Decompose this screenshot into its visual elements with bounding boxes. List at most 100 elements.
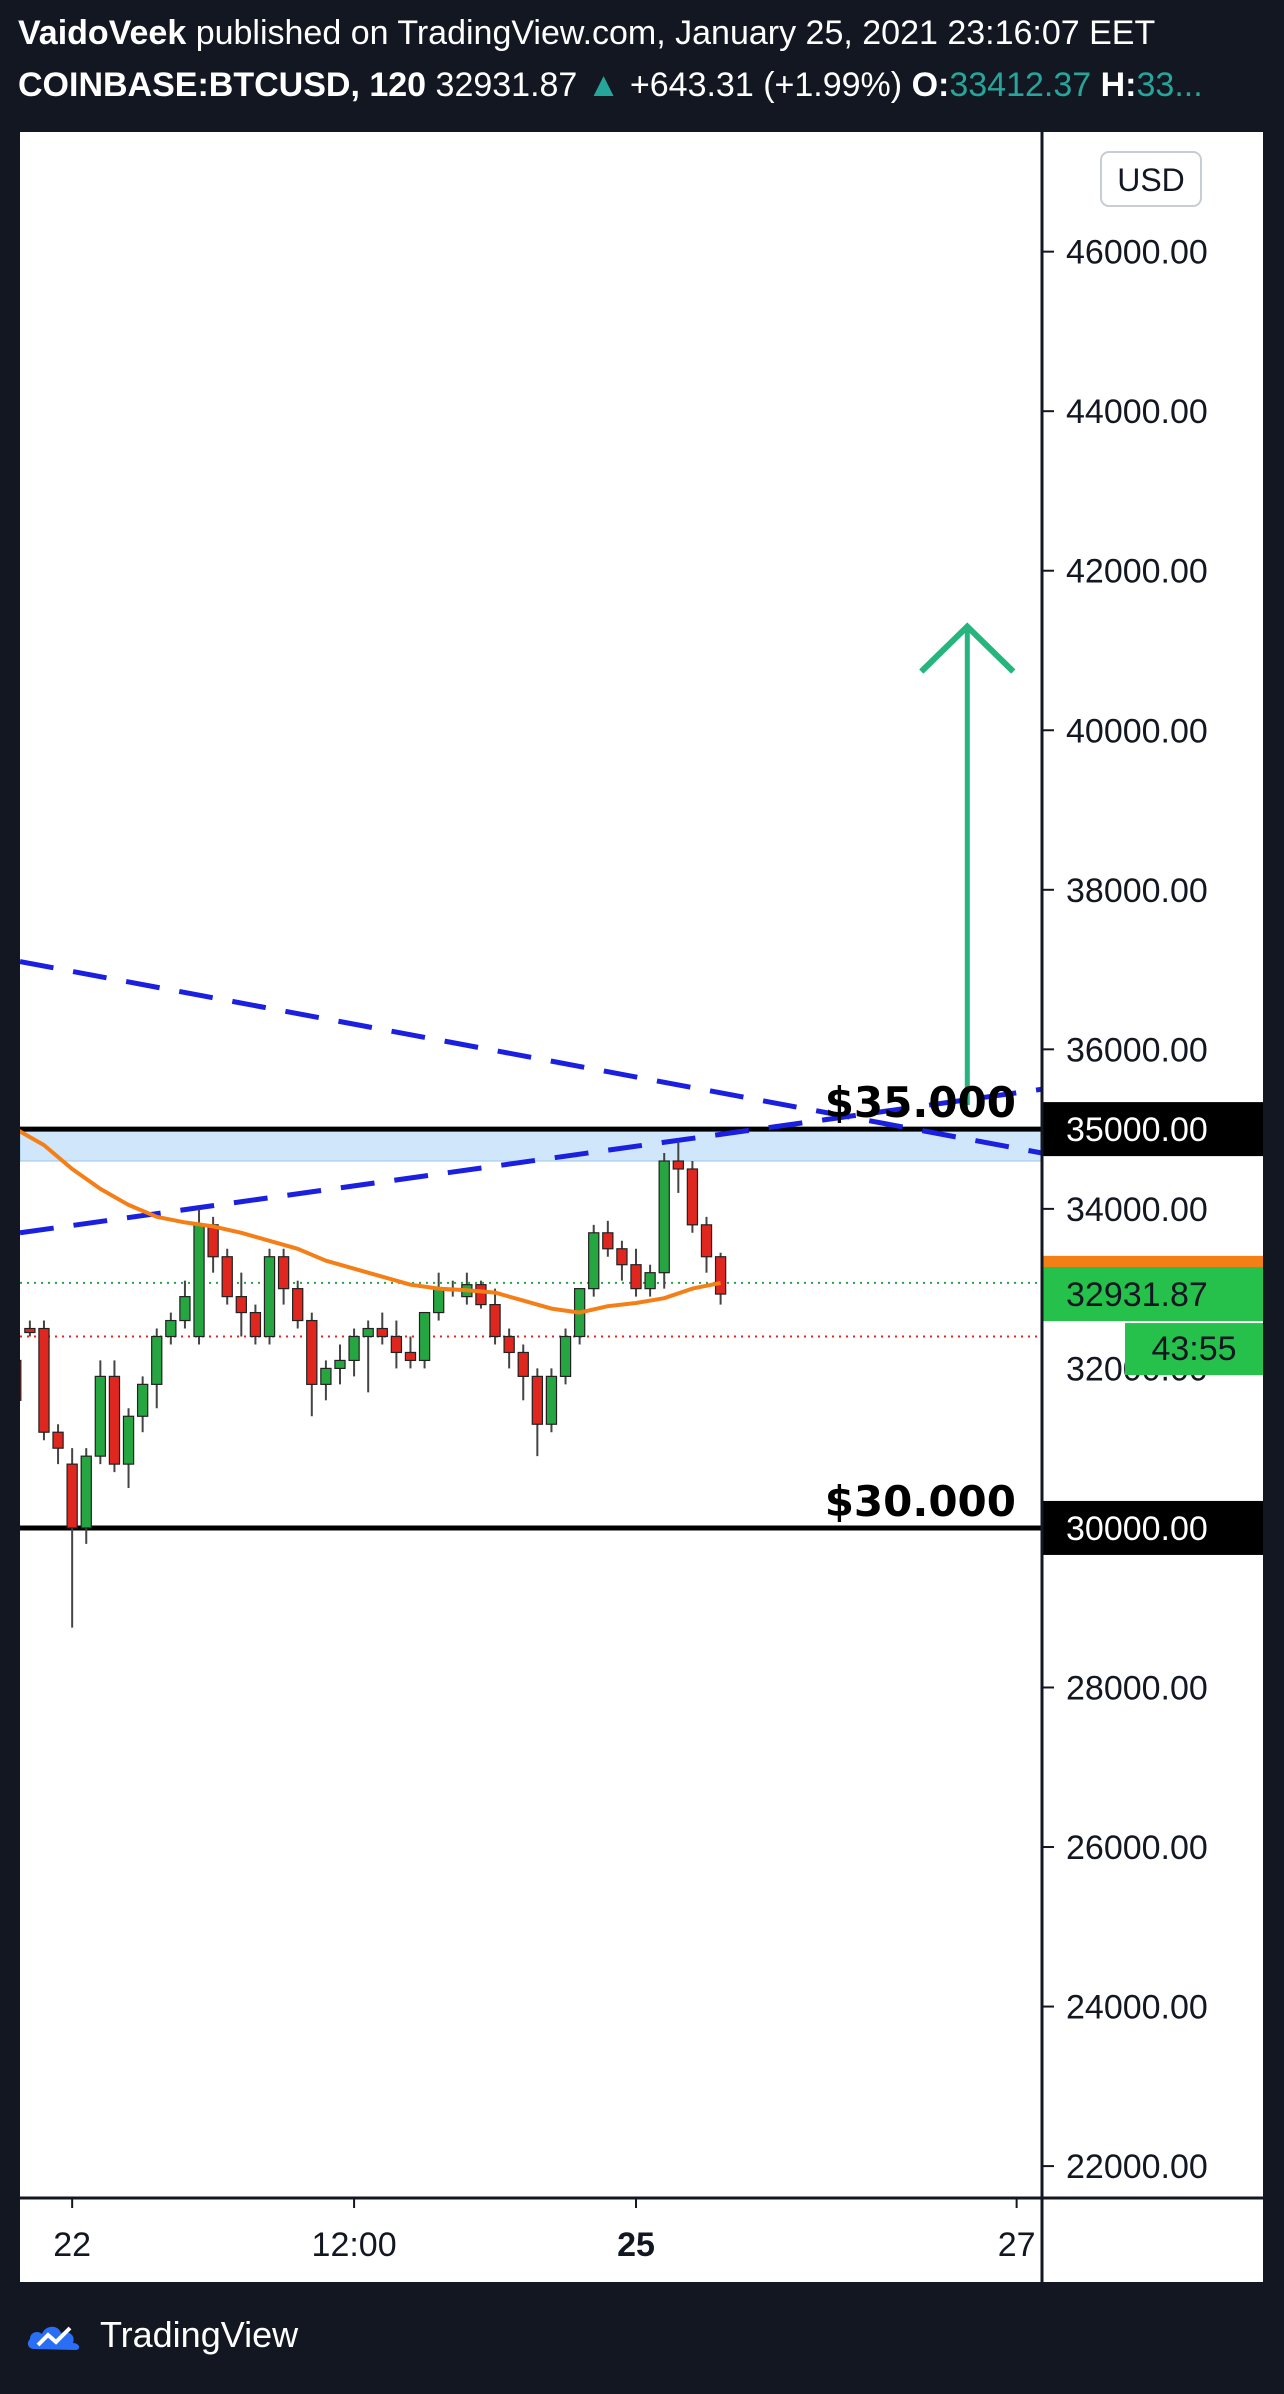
author-name[interactable]: VaidoVeek — [18, 14, 187, 52]
candle-body — [292, 1288, 304, 1322]
y-axis-tick-label: 44000.00 — [1066, 393, 1208, 431]
price-axis[interactable]: 46000.00 44000.00 42000.00 40000.00 38000.00… — [1042, 234, 1263, 2186]
candle — [503, 1328, 515, 1369]
level-label: $35.000 — [825, 1078, 1016, 1127]
candle — [306, 1312, 318, 1417]
candle — [80, 1448, 92, 1544]
candle-body — [66, 1463, 78, 1529]
candle — [517, 1344, 529, 1401]
candle — [588, 1224, 600, 1297]
candle — [263, 1248, 276, 1345]
open-value: 33412.37 — [949, 66, 1092, 104]
candle — [376, 1312, 388, 1345]
time-axis[interactable]: 22 12:00 25 27 — [53, 2198, 1036, 2264]
candle-body — [277, 1256, 290, 1290]
candle-body — [390, 1335, 403, 1354]
candle — [700, 1216, 713, 1273]
candle — [362, 1320, 374, 1393]
candle-body — [108, 1375, 121, 1465]
last-price-tag — [1042, 1267, 1263, 1322]
candle-body — [94, 1375, 107, 1457]
open-label: O: — [911, 66, 950, 104]
high-label: H: — [1100, 66, 1137, 104]
y-axis-tick-label: 22000.00 — [1066, 2148, 1208, 2186]
candle-body — [489, 1303, 501, 1338]
candle — [390, 1320, 403, 1369]
y-axis-tick-label: 34000.00 — [1066, 1191, 1208, 1229]
candle-body — [545, 1375, 558, 1425]
candle — [235, 1272, 247, 1337]
candle-body — [151, 1335, 163, 1385]
tradingview-cloud-icon — [27, 2326, 80, 2350]
candle — [165, 1312, 177, 1345]
chart-background — [20, 132, 1263, 2282]
candle — [94, 1360, 107, 1465]
candle-body — [165, 1319, 177, 1338]
candle-body — [80, 1455, 92, 1529]
candle — [714, 1252, 727, 1305]
currency-button-label: USD — [1117, 162, 1185, 198]
candle — [179, 1280, 191, 1329]
candle-body — [531, 1375, 544, 1425]
candle — [686, 1161, 699, 1233]
candle — [418, 1311, 431, 1369]
candle-body — [503, 1335, 515, 1354]
candle — [122, 1408, 135, 1489]
candle-body — [334, 1359, 346, 1370]
candle — [348, 1328, 360, 1377]
candle — [404, 1336, 417, 1369]
candle-body — [179, 1296, 191, 1322]
tradingview-logo[interactable]: TradingView — [26, 2314, 298, 2356]
x-axis-tick-label: 22 — [53, 2226, 91, 2264]
candle — [249, 1304, 262, 1345]
candle-body — [672, 1160, 684, 1170]
plot-area[interactable] — [11, 959, 1263, 1628]
candle-body — [616, 1248, 628, 1266]
resistance-zone — [20, 1128, 1042, 1162]
last-price: 32931.87 — [435, 66, 578, 104]
candle — [20, 1359, 22, 1401]
candle — [616, 1240, 628, 1281]
x-axis-tick-label: 25 — [617, 2226, 655, 2264]
currency-button[interactable] — [1100, 151, 1202, 207]
level-price-tag-label: 30000.00 — [1066, 1510, 1208, 1548]
candle — [573, 1288, 586, 1345]
candle-body — [362, 1327, 374, 1338]
y-axis-tick-label: 42000.00 — [1066, 553, 1208, 591]
candle — [545, 1368, 558, 1433]
candle-body — [588, 1232, 600, 1290]
overlay-layer: $35.000 $30.000 — [825, 622, 1016, 1526]
y-axis-tick-label: 36000.00 — [1066, 1031, 1208, 1069]
candle — [277, 1248, 290, 1305]
candle — [66, 1448, 78, 1628]
candle-body — [122, 1415, 135, 1465]
candle — [602, 1220, 614, 1257]
last-price-tag-label: 32931.87 — [1066, 1276, 1208, 1314]
price-change: +643.31 (+1.99%) — [629, 66, 903, 104]
candle-body — [376, 1327, 388, 1338]
candle — [489, 1288, 501, 1345]
candle-body — [193, 1224, 205, 1338]
candle — [151, 1328, 163, 1409]
countdown-tag — [1125, 1323, 1263, 1376]
target-arrow-head — [919, 622, 1016, 674]
y-axis-tick-label: 46000.00 — [1066, 234, 1208, 272]
symbol-label: COINBASE:BTCUSD, 120 — [18, 66, 427, 104]
candle-body — [306, 1319, 318, 1385]
candle-body — [20, 1359, 22, 1401]
trendline-dashed — [20, 959, 1042, 1156]
y-axis-tick-label: 28000.00 — [1066, 1669, 1208, 1707]
candle — [24, 1320, 36, 1337]
candle-body — [38, 1327, 50, 1433]
candle-body — [136, 1383, 149, 1417]
candle-body — [714, 1256, 727, 1295]
trendline-dashed — [20, 1086, 1042, 1236]
candle — [630, 1248, 642, 1297]
high-value: 33... — [1136, 66, 1203, 104]
candle — [38, 1320, 50, 1441]
candle-body — [517, 1351, 529, 1377]
candle-body — [24, 1327, 36, 1334]
candle-body — [207, 1224, 219, 1258]
candle-body — [418, 1311, 431, 1362]
